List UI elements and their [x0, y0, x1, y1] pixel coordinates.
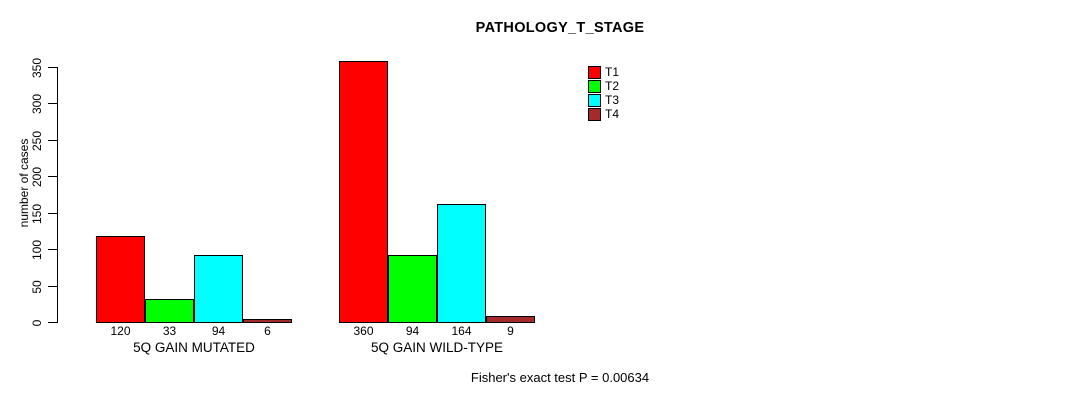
y-tick-label: 200	[30, 166, 44, 188]
legend-label: T3	[605, 93, 620, 107]
annotation-text: Fisher's exact test P = 0.00634	[470, 370, 650, 385]
legend-label: T4	[605, 107, 620, 121]
y-tick-label: 300	[30, 93, 44, 115]
bar-t2-group2	[388, 255, 437, 323]
y-tick-mark	[48, 249, 58, 250]
y-tick-mark	[48, 176, 58, 177]
bar-t4-group1	[243, 319, 292, 323]
bar-value-label: 94	[405, 324, 420, 338]
y-tick-mark	[48, 140, 58, 141]
bar-value-label: 94	[211, 324, 226, 338]
y-tick-label: 100	[30, 239, 44, 261]
bar-value-label: 164	[451, 324, 472, 338]
y-tick-label: 150	[30, 203, 44, 225]
bar-value-label: 33	[162, 324, 177, 338]
bar-t4-group2	[486, 316, 535, 323]
bar-value-label: 9	[507, 324, 514, 338]
legend-swatch-t1	[588, 66, 601, 79]
bar-t2-group1	[145, 299, 194, 323]
legend-label: T2	[605, 79, 620, 93]
bar-t1-group1	[96, 236, 145, 323]
x-category-label: 5Q GAIN MUTATED	[133, 340, 255, 355]
y-tick-mark	[48, 286, 58, 287]
y-tick-mark	[48, 67, 58, 68]
bar-value-label: 360	[353, 324, 374, 338]
bar-value-label: 6	[264, 324, 271, 338]
y-axis-title: number of cases	[17, 138, 31, 228]
y-tick-mark	[48, 103, 58, 104]
y-tick-label: 50	[30, 280, 44, 294]
y-tick-label: 350	[30, 57, 44, 79]
bar-t3-group2	[437, 204, 486, 323]
bar-t1-group2	[339, 61, 388, 323]
bar-t3-group1	[194, 255, 243, 323]
y-tick-label: 250	[30, 130, 44, 152]
chart-title: PATHOLOGY_T_STAGE	[475, 20, 645, 36]
bar-value-label: 120	[110, 324, 131, 338]
legend-swatch-t4	[588, 108, 601, 121]
legend-swatch-t3	[588, 94, 601, 107]
y-tick-label: 0	[30, 319, 44, 327]
legend-label: T1	[605, 65, 620, 79]
y-axis-line	[57, 68, 58, 323]
legend-swatch-t2	[588, 80, 601, 93]
y-tick-mark	[48, 213, 58, 214]
x-category-label: 5Q GAIN WILD-TYPE	[370, 340, 504, 355]
y-tick-mark	[48, 322, 58, 323]
